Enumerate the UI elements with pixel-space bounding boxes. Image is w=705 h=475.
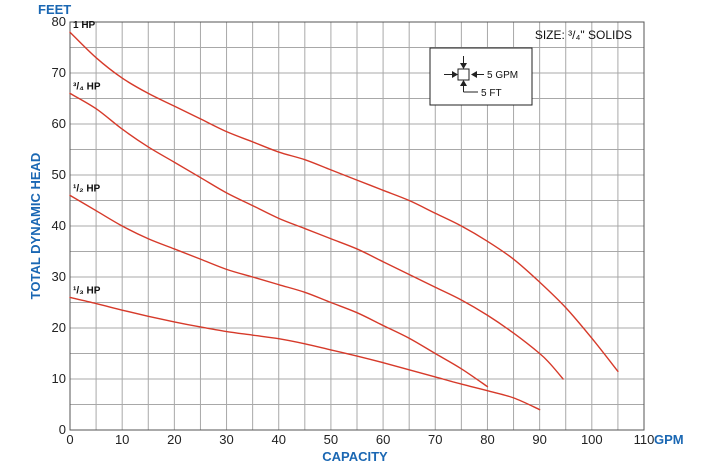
y-axis-title: TOTAL DYNAMIC HEAD — [28, 153, 43, 300]
x-tick-label: 90 — [532, 432, 546, 447]
curve-label-1-hp: 1 HP — [73, 20, 96, 31]
x-tick-label: 50 — [324, 432, 338, 447]
y-tick-label: 0 — [59, 422, 66, 437]
grid-cell-square — [457, 68, 470, 81]
x-tick-label: 0 — [66, 432, 73, 447]
x-tick-label: 80 — [480, 432, 494, 447]
x-axis-unit: GPM — [654, 432, 684, 447]
y-tick-label: 80 — [52, 14, 66, 29]
y-tick-label: 40 — [52, 218, 66, 233]
tick-labels: 0 10 20 30 40 50 60 70 80 90 100 110 0 10 20 30 40 50 60 70… — [52, 14, 655, 447]
y-tick-label: 50 — [52, 167, 66, 182]
scale-gpm-label: 5 GPM — [487, 70, 518, 81]
solids-size-note: SIZE: ³/₄" SOLIDS — [535, 28, 632, 42]
x-tick-label: 10 — [115, 432, 129, 447]
y-tick-label: 30 — [52, 269, 66, 284]
scale-legend-box: 5 GPM 5 FT — [429, 47, 533, 106]
x-tick-label: 100 — [581, 432, 603, 447]
scale-ft-label: 5 FT — [481, 88, 502, 99]
curve-1-2-hp — [69, 194, 489, 388]
curve-label-1-2-hp: ¹/₂ HP — [73, 183, 101, 194]
curve-label-3-4-hp: ³/₄ HP — [73, 81, 101, 92]
grid — [70, 22, 644, 430]
plot-frame — [69, 21, 645, 431]
y-tick-label: 70 — [52, 65, 66, 80]
curve-1-hp — [69, 31, 619, 373]
y-tick-label: 60 — [52, 116, 66, 131]
curve-label-1-3-hp: ¹/₃ HP — [73, 285, 101, 296]
x-axis-title: CAPACITY — [322, 449, 388, 464]
curve-labels: 1 HP ³/₄ HP ¹/₂ HP ¹/₃ HP — [73, 20, 101, 296]
x-tick-label: 60 — [376, 432, 390, 447]
curve-1-3-hp — [69, 296, 541, 411]
x-tick-label: 30 — [219, 432, 233, 447]
curve-3-4-hp — [69, 92, 564, 380]
x-tick-label: 40 — [271, 432, 285, 447]
y-axis-unit: FEET — [38, 2, 71, 17]
y-tick-label: 10 — [52, 371, 66, 386]
x-tick-label: 70 — [428, 432, 442, 447]
x-tick-label: 20 — [167, 432, 181, 447]
x-tick-label: 110 — [634, 432, 655, 447]
curves — [69, 31, 619, 411]
y-tick-label: 20 — [52, 320, 66, 335]
